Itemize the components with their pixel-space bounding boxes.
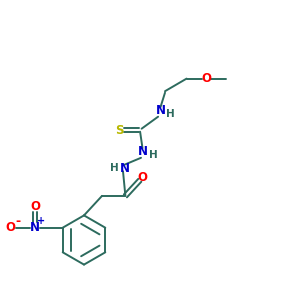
Text: H: H xyxy=(148,150,158,160)
Text: N: N xyxy=(30,221,40,234)
Text: O: O xyxy=(5,221,16,234)
Text: H: H xyxy=(110,163,119,173)
Text: O: O xyxy=(30,200,40,213)
Text: N: N xyxy=(137,145,148,158)
Text: O: O xyxy=(201,72,211,85)
Text: O: O xyxy=(137,171,147,184)
Text: N: N xyxy=(155,104,166,117)
Text: S: S xyxy=(115,124,123,137)
Text: -: - xyxy=(15,215,21,228)
Text: +: + xyxy=(37,216,45,226)
Text: H: H xyxy=(166,109,175,119)
Text: N: N xyxy=(119,162,130,175)
